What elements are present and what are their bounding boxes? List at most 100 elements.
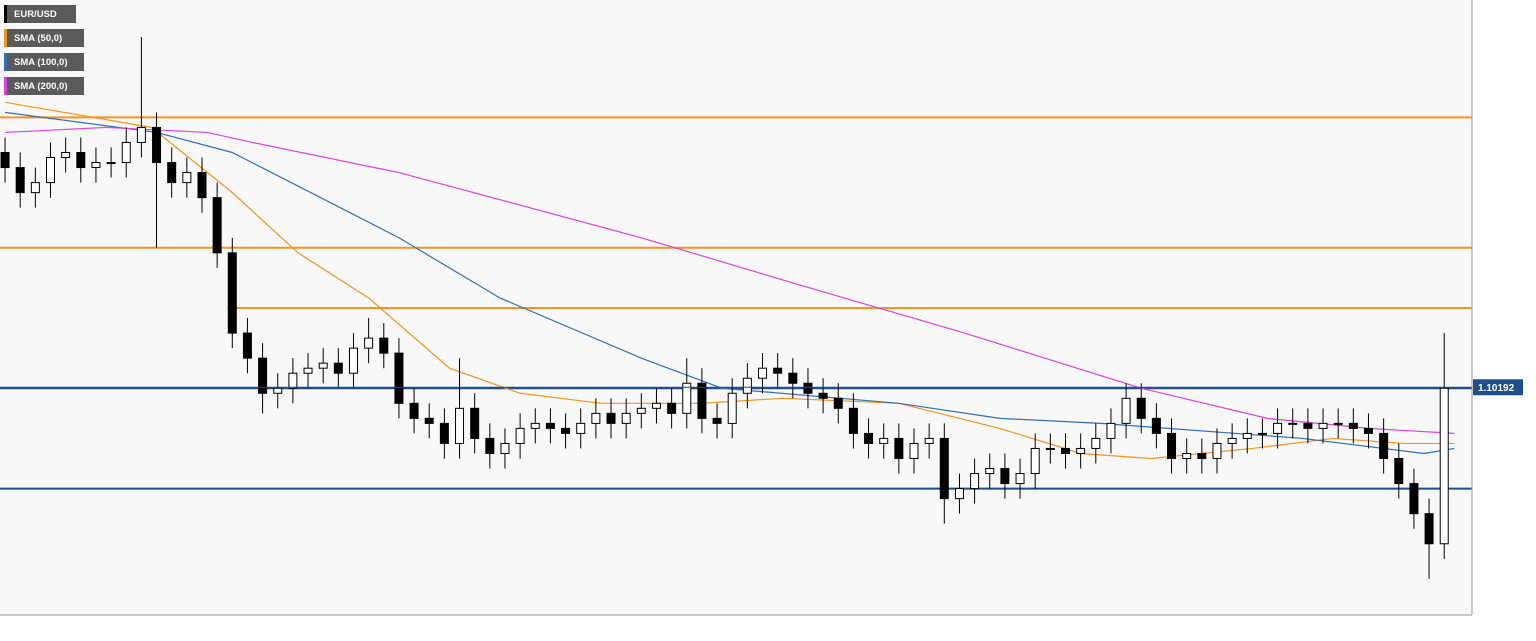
candle-body bbox=[136, 126, 146, 143]
candle-body bbox=[258, 357, 268, 394]
candle-body bbox=[530, 422, 540, 429]
candle-body bbox=[197, 172, 207, 199]
sma-line bbox=[4, 101, 1455, 460]
candle-body bbox=[1091, 437, 1101, 449]
candle-body bbox=[864, 432, 874, 444]
candle-body bbox=[1045, 447, 1055, 450]
candle-body bbox=[227, 252, 237, 334]
candle-body bbox=[1394, 457, 1404, 485]
candle-body bbox=[424, 417, 434, 424]
legend-label: EUR/USD bbox=[14, 9, 57, 20]
candle-body bbox=[1167, 432, 1177, 459]
candle-body bbox=[1288, 422, 1298, 425]
candle-body bbox=[1273, 422, 1283, 434]
candle-body bbox=[61, 151, 71, 159]
candle-body bbox=[1257, 432, 1267, 435]
candle-body bbox=[636, 407, 646, 414]
candle-body bbox=[1015, 473, 1025, 485]
candle-body bbox=[273, 387, 283, 394]
candle-body bbox=[985, 468, 995, 475]
candle-body bbox=[333, 362, 343, 374]
candle-body bbox=[561, 427, 571, 434]
candle-body bbox=[1379, 432, 1389, 459]
legend-box bbox=[4, 77, 84, 95]
candle-body bbox=[667, 402, 677, 414]
legend-swatch bbox=[4, 5, 7, 23]
candle-body bbox=[879, 437, 889, 444]
candle-body bbox=[242, 332, 252, 359]
legend-swatch bbox=[4, 53, 7, 71]
candle-body bbox=[288, 372, 298, 389]
candle-body bbox=[1076, 447, 1086, 454]
candle-body bbox=[30, 182, 40, 194]
candle-body bbox=[773, 367, 783, 374]
last-price-box bbox=[1473, 379, 1523, 396]
candle-body bbox=[470, 407, 480, 439]
candle-body bbox=[712, 417, 722, 424]
candle-body bbox=[894, 437, 904, 459]
legend-label: SMA (200,0) bbox=[14, 81, 68, 92]
candle-body bbox=[651, 402, 661, 409]
legend-box bbox=[4, 29, 84, 47]
candle-body bbox=[1060, 447, 1070, 454]
candle-body bbox=[591, 412, 601, 424]
candle-body bbox=[409, 402, 419, 419]
candle-body bbox=[348, 347, 358, 374]
candle-body bbox=[1424, 513, 1434, 545]
candle-body bbox=[1121, 397, 1131, 424]
candle-body bbox=[545, 422, 555, 429]
legend-box bbox=[4, 5, 76, 23]
candle-body bbox=[45, 157, 55, 184]
candle-body bbox=[1000, 468, 1010, 485]
candle-body bbox=[697, 382, 707, 419]
sma-line bbox=[4, 111, 1455, 455]
candle-body bbox=[727, 392, 737, 424]
candle-body bbox=[1363, 427, 1373, 434]
candle-body bbox=[1333, 422, 1343, 425]
legend-swatch bbox=[4, 77, 7, 95]
candle-body bbox=[742, 377, 752, 394]
candle-body bbox=[455, 407, 465, 444]
candle-body bbox=[76, 151, 86, 169]
candle-body bbox=[1227, 437, 1237, 444]
candle-body bbox=[303, 367, 313, 374]
last-price-label: 1.10192 bbox=[1478, 383, 1515, 394]
candle-body bbox=[212, 197, 222, 254]
candle-body bbox=[1197, 452, 1207, 459]
candle-body bbox=[15, 167, 25, 194]
candle-body bbox=[1212, 442, 1222, 459]
candle-body bbox=[1030, 447, 1040, 475]
sma-line bbox=[5, 126, 1455, 435]
candle-body bbox=[485, 437, 495, 454]
candle-body bbox=[1242, 432, 1252, 439]
candle-body bbox=[576, 422, 586, 434]
candle-body bbox=[152, 126, 162, 164]
candle-body bbox=[1348, 422, 1358, 429]
candle-body bbox=[1318, 422, 1328, 429]
candle-body bbox=[439, 422, 449, 444]
candle-body bbox=[121, 141, 131, 164]
candle-body bbox=[1182, 452, 1192, 459]
candle-body bbox=[1439, 387, 1449, 545]
candle-body bbox=[1106, 422, 1116, 439]
candle-body bbox=[803, 382, 813, 394]
candle-body bbox=[1136, 397, 1146, 419]
candle-body bbox=[818, 392, 828, 399]
candle-body bbox=[970, 473, 980, 490]
legend-label: SMA (100,0) bbox=[14, 57, 68, 68]
candle-body bbox=[318, 362, 328, 369]
candle-body bbox=[909, 442, 919, 459]
candle-body bbox=[1151, 417, 1161, 434]
candle-body bbox=[379, 337, 389, 354]
candle-body bbox=[500, 442, 510, 454]
candle-body bbox=[1303, 422, 1313, 429]
candle-body bbox=[682, 382, 692, 414]
legend-box bbox=[4, 53, 84, 71]
candle-body bbox=[167, 162, 177, 184]
candle-body bbox=[788, 372, 798, 384]
candle-body bbox=[0, 151, 10, 169]
candle-body bbox=[394, 352, 404, 404]
candle-body bbox=[939, 437, 949, 500]
candle-body bbox=[924, 437, 934, 444]
